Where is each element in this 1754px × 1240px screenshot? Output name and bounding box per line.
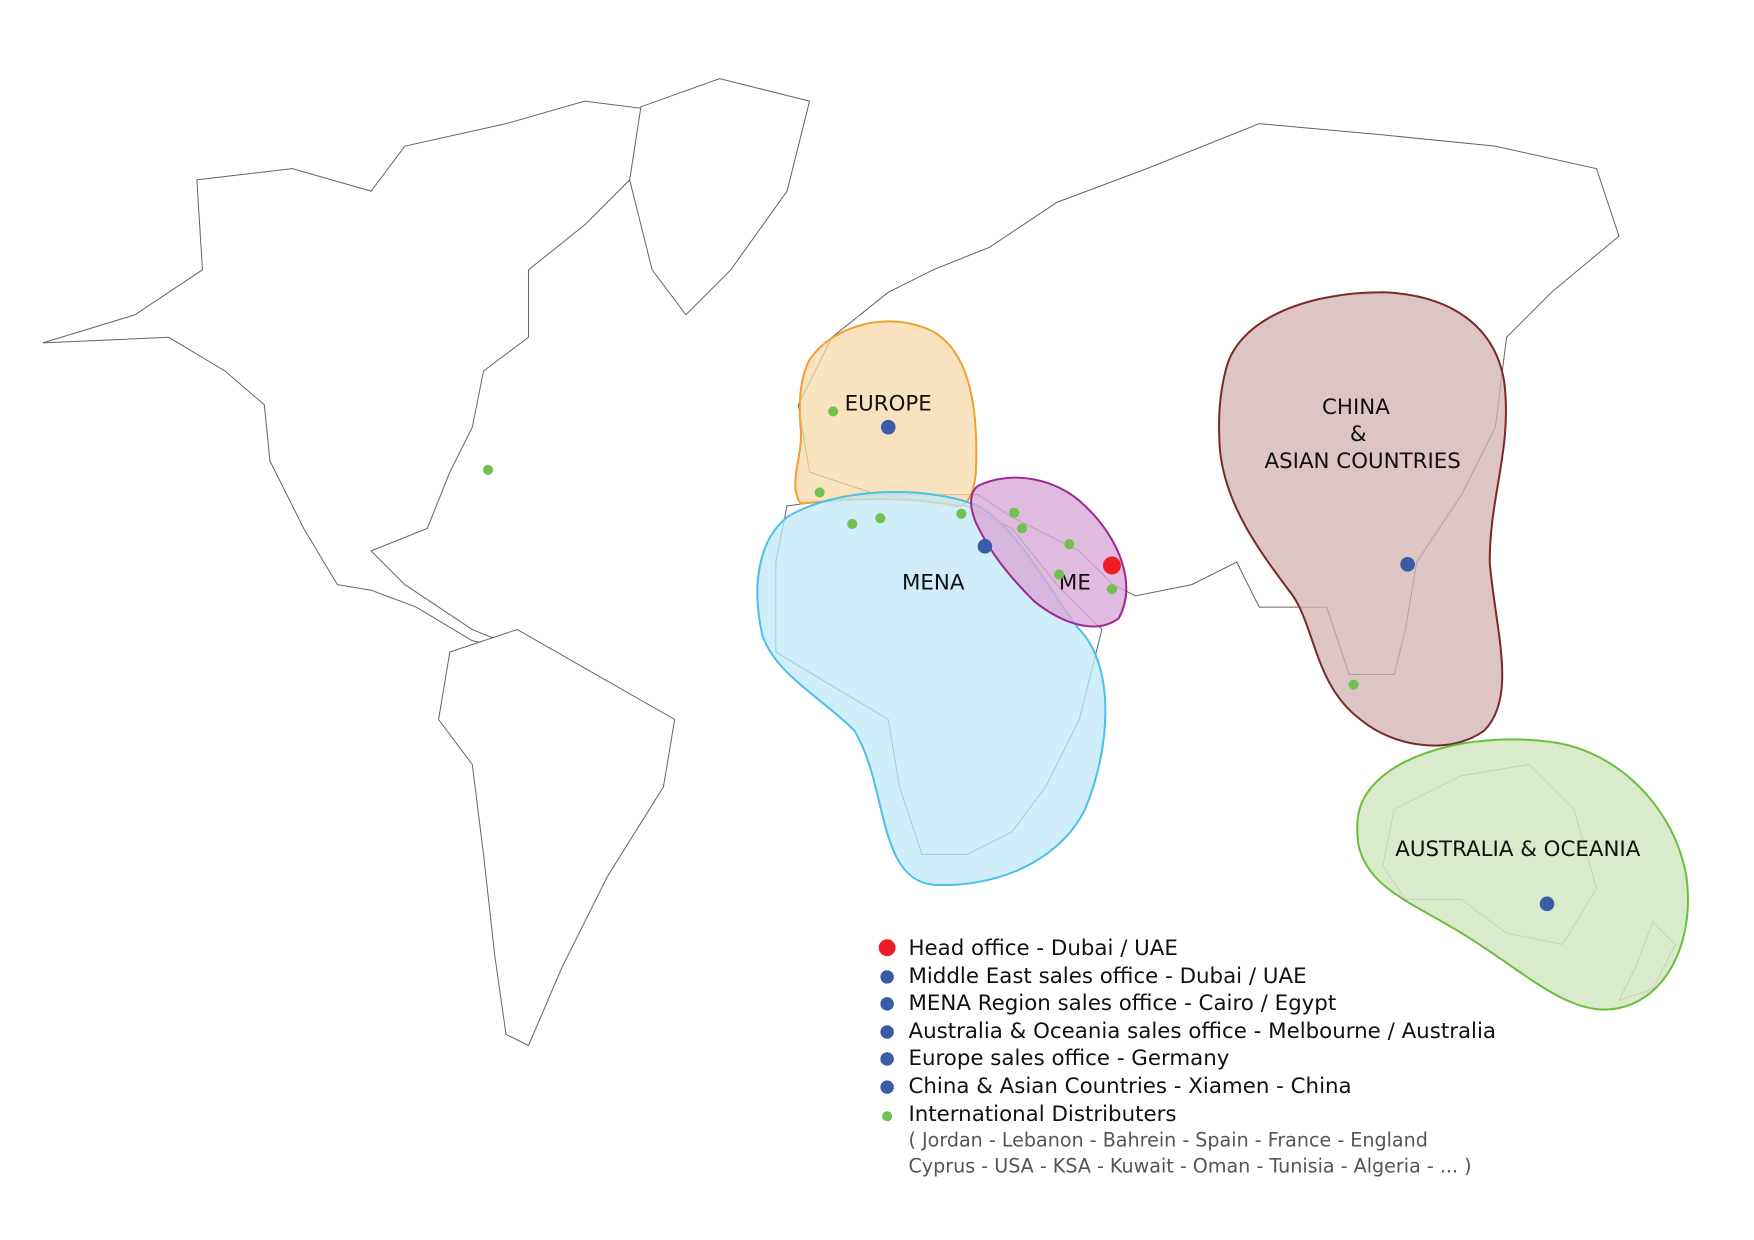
distributor-marker (1016, 523, 1028, 534)
region-label: ASIAN COUNTRIES (1265, 449, 1461, 474)
legend-label: Europe sales office - Germany (908, 1046, 1229, 1071)
legend: Head office - Dubai / UAE Middle East sa… (878, 936, 1496, 1177)
distributor-marker (1064, 539, 1075, 550)
office-marker (1400, 557, 1415, 572)
distributor-list: Cyprus - USA - KSA - Kuwait - Oman - Tun… (908, 1154, 1471, 1177)
distributor-marker (814, 487, 825, 498)
legend-label: Head office - Dubai / UAE (908, 936, 1177, 961)
office-markers (880, 419, 1555, 912)
legend-swatch (880, 1080, 894, 1094)
office-marker (1539, 896, 1555, 912)
distributor-marker (1054, 569, 1065, 580)
legend-label: International Distributers (908, 1102, 1176, 1127)
region-label: CHINA (1322, 395, 1390, 420)
legend-label: MENA Region sales office - Cairo / Egypt (908, 991, 1336, 1016)
distributor-markers (482, 406, 1359, 690)
office-marker (880, 419, 896, 435)
legend-label: Australia & Oceania sales office - Melbo… (908, 1019, 1496, 1044)
distributor-marker (956, 508, 967, 519)
legend-swatch (880, 970, 894, 984)
legend-swatch (880, 1052, 894, 1066)
distributor-marker (828, 406, 839, 417)
region-label: MENA (902, 570, 965, 595)
region-label: & (1350, 422, 1367, 447)
region-australia-oceania (1356, 738, 1689, 1011)
region-china-asia (1218, 291, 1507, 747)
legend-label: China & Asian Countries - Xiamen - China (908, 1074, 1351, 1099)
distributor-marker (1348, 679, 1359, 690)
region-label: ME (1059, 570, 1091, 595)
legend-swatch (878, 939, 896, 957)
south-america (438, 629, 676, 1047)
office-marker (977, 539, 993, 554)
legend-swatch (880, 997, 894, 1011)
distributor-marker (482, 464, 494, 475)
head-office-marker (1102, 556, 1121, 575)
region-label: AUSTRALIA & OCEANIA (1395, 837, 1640, 862)
legend-label: Middle East sales office - Dubai / UAE (908, 964, 1306, 989)
distributor-marker (1009, 507, 1020, 518)
distributor-list: ( Jordan - Lebanon - Bahrein - Spain - F… (908, 1129, 1427, 1152)
greenland (629, 78, 811, 316)
region-label: EUROPE (845, 392, 932, 417)
north-america (42, 100, 676, 653)
legend-swatch (880, 1025, 894, 1039)
distributor-marker (875, 513, 886, 524)
distributor-marker (847, 518, 858, 529)
legend-swatch (882, 1111, 893, 1122)
distributor-marker (1106, 584, 1118, 595)
